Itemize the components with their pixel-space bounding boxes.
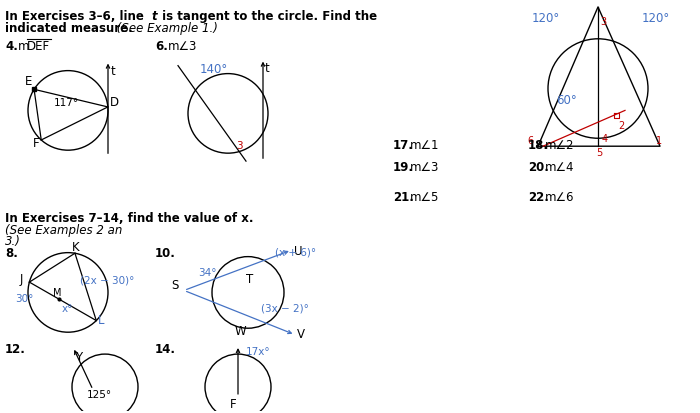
Text: F: F [230, 397, 237, 410]
Text: 8.: 8. [5, 246, 18, 259]
Text: 3: 3 [236, 141, 243, 151]
Text: 4: 4 [602, 134, 608, 144]
Text: D: D [110, 96, 119, 109]
Text: 20.: 20. [528, 161, 549, 174]
Text: t: t [152, 10, 158, 23]
Text: 14.: 14. [155, 342, 176, 355]
Text: 17x°: 17x° [246, 346, 271, 356]
Text: (See Examples 2 an: (See Examples 2 an [5, 223, 122, 236]
Text: 3: 3 [600, 17, 606, 27]
Text: t: t [265, 62, 270, 74]
Text: m∠4: m∠4 [545, 161, 575, 174]
Text: is tangent to the circle. Find the: is tangent to the circle. Find the [158, 10, 377, 23]
Text: x°: x° [62, 304, 73, 313]
Text: K: K [72, 241, 80, 254]
Text: indicated measure.: indicated measure. [5, 22, 133, 35]
Text: m∠3: m∠3 [168, 40, 197, 53]
Text: 12.: 12. [5, 342, 26, 355]
Text: m∠3: m∠3 [410, 161, 440, 174]
Text: m∠6: m∠6 [545, 190, 575, 204]
Text: J: J [20, 273, 22, 285]
Text: 34°: 34° [198, 267, 216, 277]
Text: 10.: 10. [155, 246, 176, 259]
Text: 21.: 21. [393, 190, 414, 204]
Text: 22.: 22. [528, 190, 549, 204]
Text: 30°: 30° [15, 294, 34, 304]
Text: E: E [25, 75, 32, 88]
Text: 125°: 125° [87, 389, 112, 399]
Text: (x + 6)°: (x + 6)° [274, 247, 316, 256]
Text: (2x − 30)°: (2x − 30)° [80, 275, 134, 285]
Text: m∠1: m∠1 [410, 139, 440, 152]
Text: 6: 6 [527, 136, 533, 146]
Text: S: S [172, 279, 179, 292]
Text: M: M [53, 288, 62, 298]
Text: 17.: 17. [393, 139, 414, 152]
Text: F: F [33, 137, 40, 150]
Text: 140°: 140° [200, 62, 228, 76]
Text: 19.: 19. [393, 161, 414, 174]
Text: 60°: 60° [556, 94, 577, 107]
Text: Y: Y [75, 350, 82, 363]
Text: V: V [298, 327, 305, 340]
Text: 120°: 120° [532, 12, 560, 25]
Text: W: W [234, 325, 246, 337]
Text: m∠2: m∠2 [545, 139, 575, 152]
Text: 2: 2 [618, 121, 624, 131]
Text: m∠5: m∠5 [410, 190, 440, 204]
Text: 6.: 6. [155, 40, 168, 53]
Text: m: m [18, 40, 29, 53]
Text: DEF: DEF [27, 40, 50, 53]
Text: (See Example 1.): (See Example 1.) [113, 22, 218, 35]
Text: 120°: 120° [642, 12, 671, 25]
Text: t: t [111, 64, 116, 78]
Text: 3.): 3.) [5, 234, 21, 247]
Text: In Exercises 7–14, find the value of x.: In Exercises 7–14, find the value of x. [5, 211, 253, 224]
Text: (3x − 2)°: (3x − 2)° [261, 303, 309, 313]
Text: 117°: 117° [54, 98, 79, 108]
Text: T: T [246, 273, 253, 285]
Text: 5: 5 [596, 148, 602, 158]
Text: U: U [293, 244, 302, 257]
Text: L: L [98, 313, 105, 326]
Text: In Exercises 3–6, line: In Exercises 3–6, line [5, 10, 148, 23]
Text: 18.: 18. [528, 139, 549, 152]
Text: 4.: 4. [5, 40, 18, 53]
Text: 1: 1 [656, 136, 662, 146]
